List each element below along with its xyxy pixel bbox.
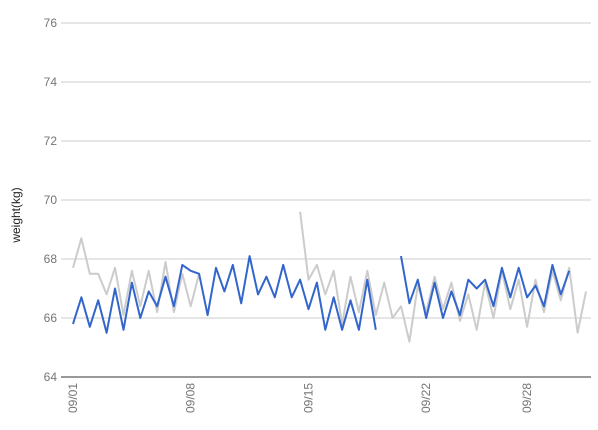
y-tick-label: 70	[44, 193, 58, 207]
y-tick-label: 66	[44, 311, 58, 325]
x-tick-label: 09/01	[66, 383, 80, 413]
series-line-gray	[72, 211, 587, 343]
series-line-blue	[72, 255, 571, 334]
y-tick-label: 68	[44, 252, 58, 266]
series-lines	[72, 211, 587, 343]
x-tick-label: 09/15	[301, 383, 315, 413]
y-tick-label: 72	[44, 134, 58, 148]
y-tick-label: 64	[44, 370, 58, 384]
grid-lines	[61, 22, 591, 378]
y-tick-label: 74	[44, 75, 58, 89]
x-tick-label: 09/08	[184, 383, 198, 413]
x-tick-label: 09/28	[520, 383, 534, 413]
x-tick-labels: 09/01 09/08 09/15 09/22 09/28	[66, 383, 534, 413]
x-tick-label: 09/22	[419, 383, 433, 413]
y-tick-label: 76	[44, 16, 58, 30]
y-axis-label: weight(kg)	[9, 187, 23, 243]
y-tick-labels: 64 66 68 70 72 74 76	[44, 16, 58, 384]
